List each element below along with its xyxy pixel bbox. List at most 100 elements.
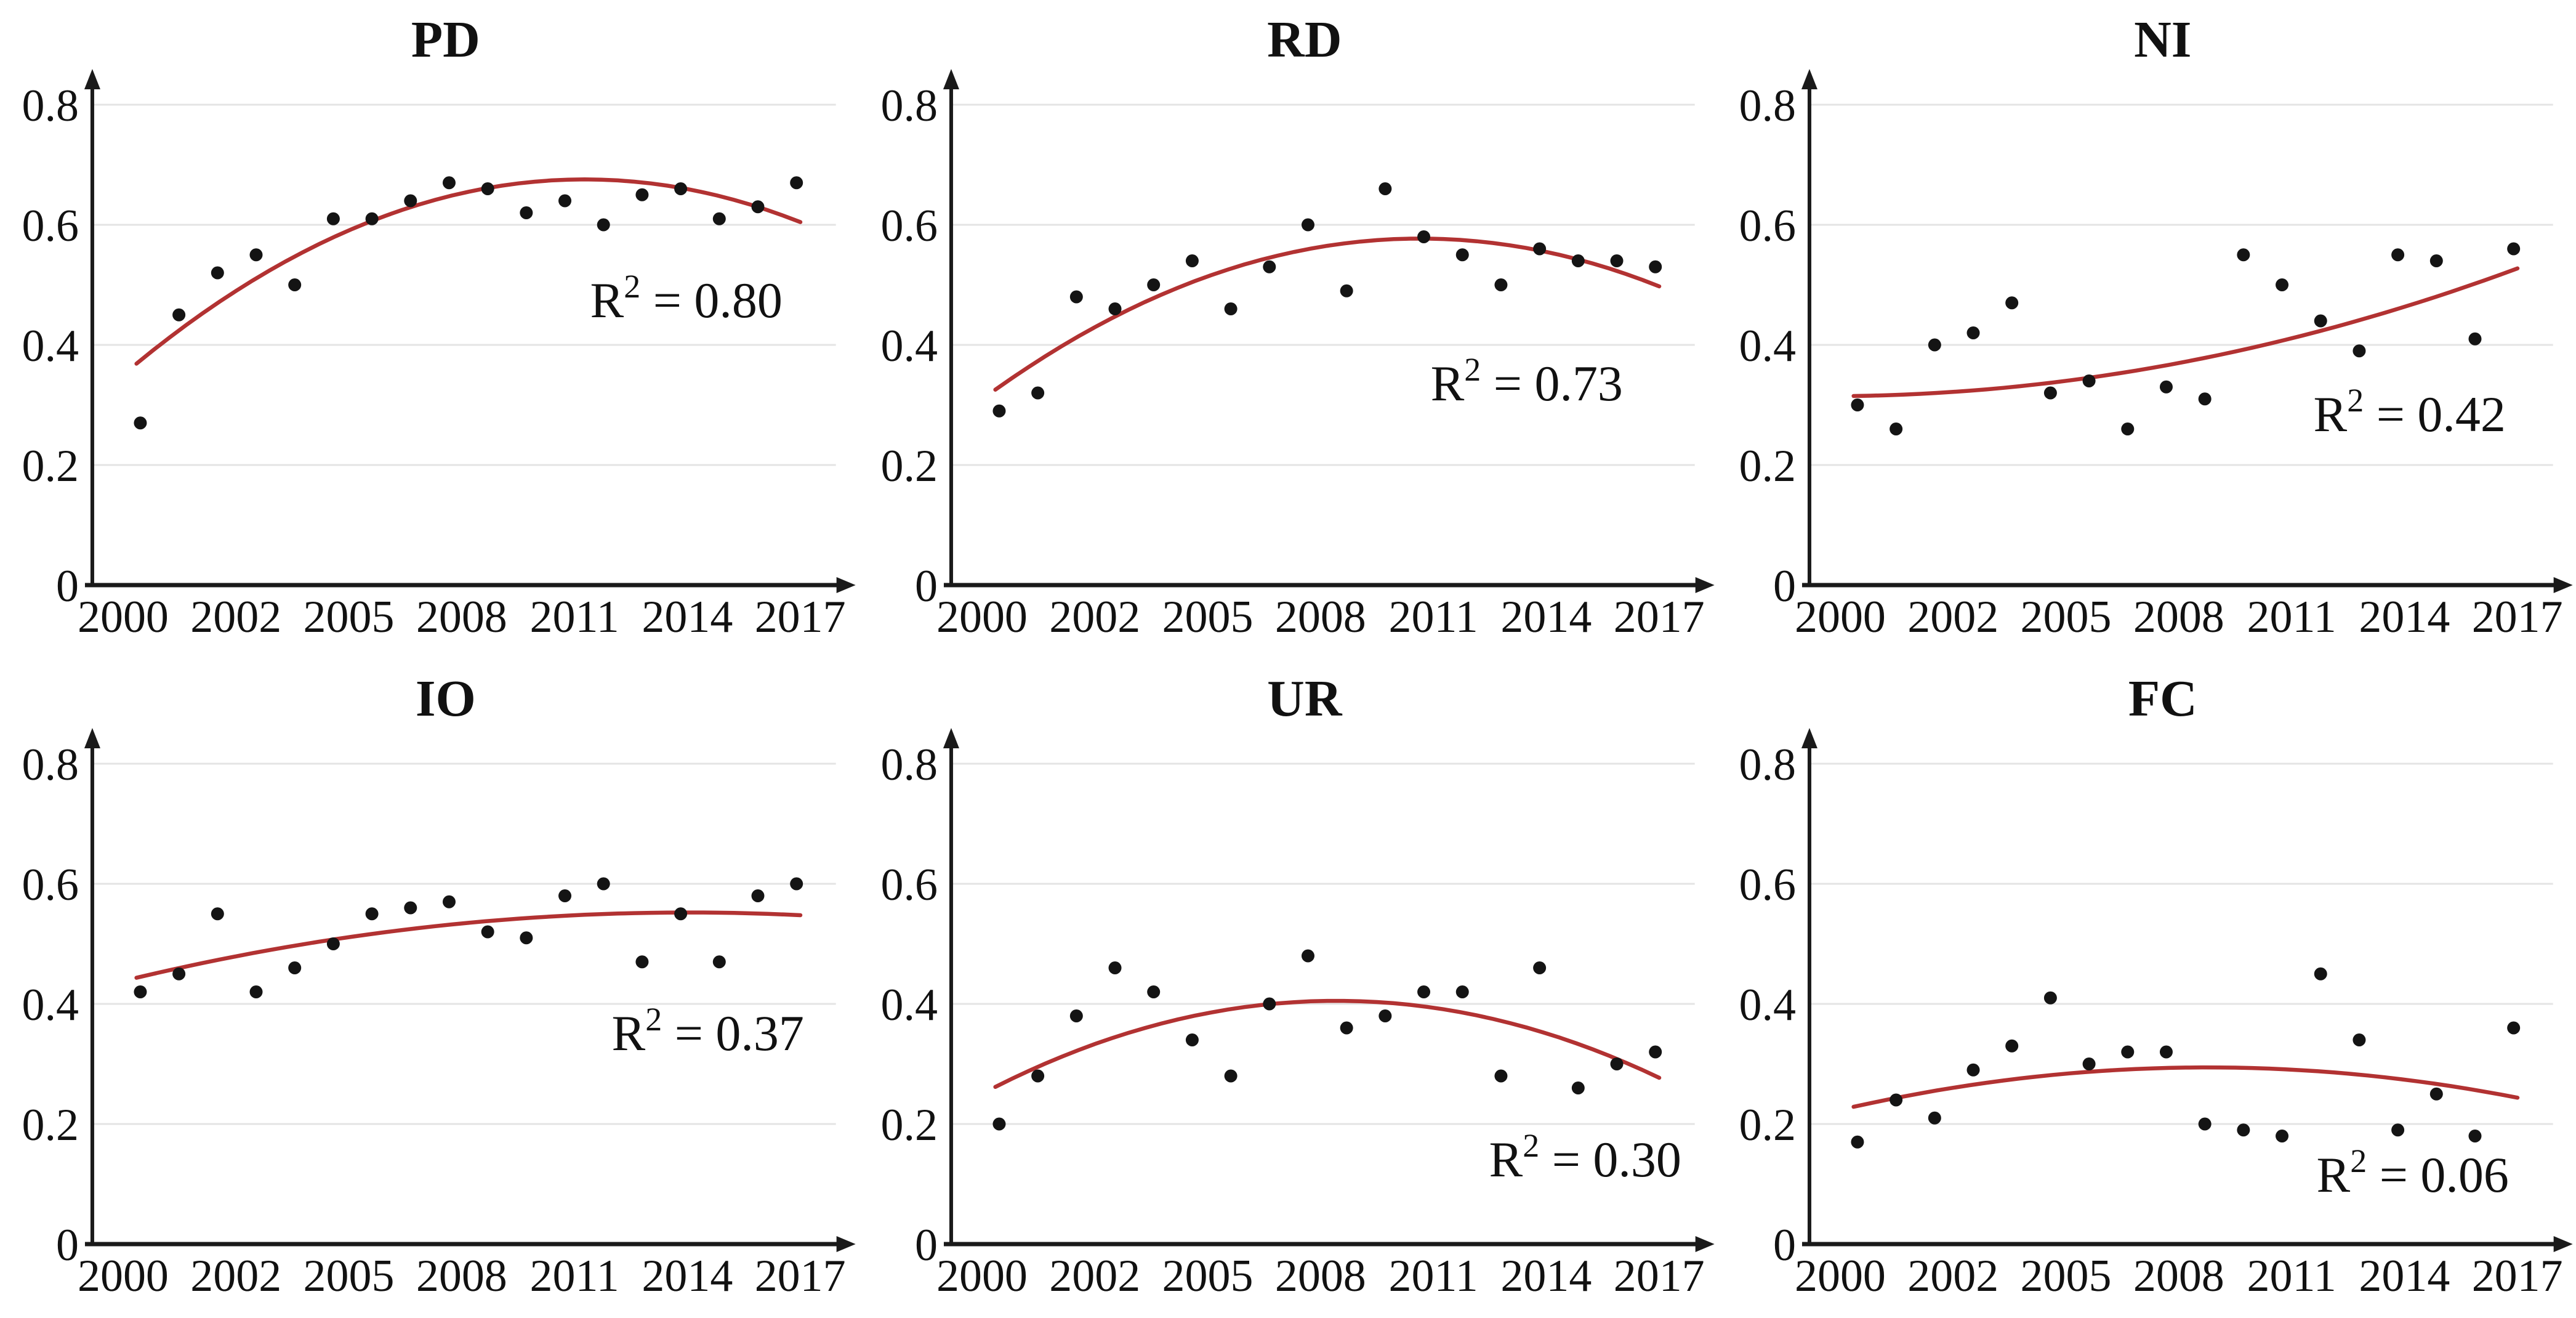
y-tick-label: 0.6 (880, 860, 937, 910)
data-point (520, 206, 533, 219)
x-tick-label: 2017 (755, 1251, 846, 1301)
r-squared-label: R2 = 0.37 (612, 1001, 804, 1061)
data-point (2082, 1057, 2096, 1070)
x-axis-arrow (836, 577, 856, 593)
x-tick-label: 2014 (2359, 592, 2450, 642)
data-point (2044, 386, 2058, 400)
x-tick-label: 2002 (1908, 592, 1999, 642)
data-point (2353, 344, 2366, 358)
y-tick-label: 0.4 (22, 980, 78, 1030)
data-point (2198, 392, 2212, 406)
subplot-fc: FC 0 0.2 0.4 0.6 0.8 2000 2002 2005 2008 2011 2014 2… (1717, 659, 2576, 1318)
y-tick-label: 0 (56, 561, 79, 612)
x-tick-label: 2005 (1162, 1251, 1253, 1301)
y-axis-arrow (1801, 69, 1818, 89)
data-point (751, 200, 765, 214)
data-point (1648, 260, 1662, 273)
data-point (2507, 242, 2521, 256)
data-point (992, 404, 1006, 418)
y-tick-label: 0.4 (880, 980, 937, 1030)
data-point (1108, 302, 1122, 315)
x-tick-label: 2008 (416, 592, 507, 642)
y-axis-arrow (943, 728, 959, 748)
data-point (2198, 1117, 2212, 1131)
data-point (172, 308, 186, 321)
x-tick-label: 2011 (1388, 592, 1478, 642)
data-point (597, 877, 610, 891)
x-tick-label: 2017 (755, 592, 846, 642)
data-point (1379, 182, 1392, 195)
y-axis-arrow (84, 728, 100, 748)
y-tick-label: 0.6 (880, 201, 937, 251)
data-point (481, 182, 494, 195)
x-tick-label: 2002 (190, 1251, 281, 1301)
data-point (2005, 296, 2019, 310)
data-point (2430, 254, 2444, 267)
data-point (635, 188, 649, 201)
data-point (712, 212, 726, 225)
data-point (1301, 949, 1314, 963)
data-point (481, 925, 494, 939)
data-point (326, 937, 340, 950)
data-point (211, 907, 224, 921)
x-tick-label: 2011 (529, 1251, 619, 1301)
x-tick-label: 2011 (529, 592, 619, 642)
x-axis-arrow (1695, 577, 1715, 593)
x-tick-label: 2017 (1613, 1251, 1704, 1301)
data-point (365, 212, 379, 225)
chart-title: PD (411, 11, 480, 68)
subplot-ur: UR 0 0.2 0.4 0.6 0.8 2000 2002 2005 2008 2011 2014 2… (859, 659, 1718, 1318)
data-point (790, 176, 803, 190)
x-tick-label: 2000 (1795, 1251, 1886, 1301)
data-point (1928, 1111, 1942, 1125)
data-point (2468, 332, 2482, 346)
data-point (1966, 326, 1980, 339)
data-point (1966, 1063, 1980, 1077)
x-tick-label: 2000 (1795, 592, 1886, 642)
y-tick-label: 0.6 (1739, 201, 1796, 251)
data-point (288, 278, 302, 291)
x-tick-label: 2008 (2133, 592, 2224, 642)
data-point (172, 967, 186, 980)
x-tick-label: 2005 (2021, 592, 2112, 642)
data-point (2276, 278, 2289, 291)
data-point (1851, 1135, 1864, 1149)
data-point (1031, 386, 1044, 400)
x-tick-label: 2000 (936, 592, 1028, 642)
data-point (1890, 422, 1903, 435)
data-point (134, 416, 147, 430)
trend-line (1851, 266, 2520, 398)
data-point (1146, 985, 1160, 998)
data-point (751, 889, 765, 902)
chart-rd: RD 0 0.2 0.4 0.6 0.8 2000 2002 2005 2008 2011 2014 2… (880, 11, 1715, 642)
x-tick-label: 2014 (642, 1251, 733, 1301)
data-point (1532, 961, 1546, 974)
data-point (2314, 967, 2328, 980)
data-point (1185, 1033, 1199, 1046)
data-point (712, 955, 726, 969)
y-tick-label: 0 (915, 561, 938, 612)
chart-ur: UR 0 0.2 0.4 0.6 0.8 2000 2002 2005 2008 2011 2014 2… (880, 670, 1715, 1301)
data-point (2391, 1123, 2405, 1137)
data-point (134, 985, 147, 998)
r-squared-label: R2 = 0.73 (1430, 351, 1622, 411)
data-point (404, 901, 417, 915)
chart-title: IO (416, 670, 476, 727)
data-point (992, 1117, 1006, 1131)
data-point (1224, 302, 1238, 315)
y-tick-label: 0.6 (22, 860, 78, 910)
data-point (1851, 398, 1864, 411)
y-tick-label: 0.8 (880, 740, 937, 790)
chart-pd: PD 0 0.2 0.4 0.6 0.8 2000 2002 2005 2008 2011 2014 2… (22, 11, 856, 642)
data-point (1340, 284, 1353, 297)
chart-title: FC (2128, 670, 2197, 727)
y-tick-label: 0.8 (1739, 740, 1796, 790)
data-point (442, 895, 456, 908)
data-point (1455, 248, 1469, 262)
x-axis-arrow (2553, 1236, 2573, 1252)
x-tick-label: 2005 (1162, 592, 1253, 642)
x-tick-label: 2014 (1500, 1251, 1592, 1301)
y-tick-label: 0.4 (880, 321, 937, 371)
data-point (558, 194, 572, 208)
